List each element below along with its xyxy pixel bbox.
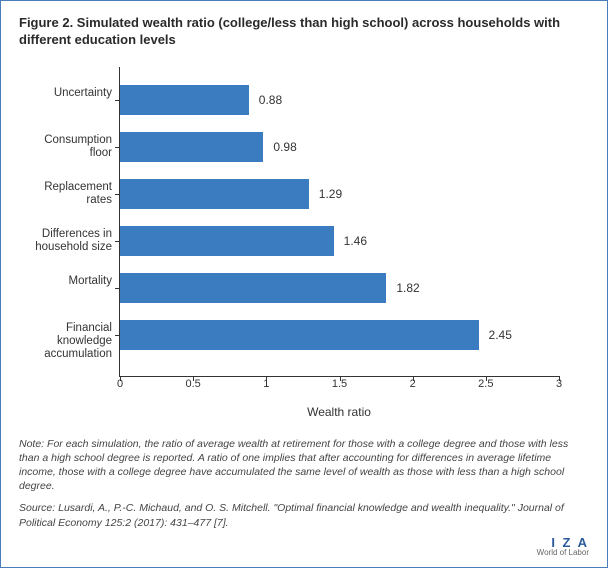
category-label: Differences in household size [20, 228, 112, 254]
source-prefix: Source: [19, 502, 55, 514]
x-axis-label: Wealth ratio [119, 405, 559, 419]
bar-row: 2.45 [120, 320, 559, 350]
source-rest: 125:2 (2017): 431–477 [7]. [102, 517, 229, 529]
category-label: Uncertainty [20, 87, 112, 100]
figure-title: Figure 2. Simulated wealth ratio (colleg… [19, 15, 589, 49]
bar-row: 1.29 [120, 179, 559, 209]
bar-chart: UncertaintyConsumption floorReplacement … [119, 67, 559, 377]
bar-row: 0.88 [120, 85, 559, 115]
bar-value: 1.29 [319, 187, 342, 201]
chart-source: Source: Lusardi, A., P.-C. Michaud, and … [19, 501, 589, 529]
category-label: Financial knowledge accumulation [20, 322, 112, 362]
iza-logo: I Z A World of Labor [537, 536, 589, 557]
bar-value: 1.46 [344, 234, 367, 248]
bar [120, 226, 334, 256]
bar-value: 2.45 [489, 328, 512, 342]
bar-row: 0.98 [120, 132, 559, 162]
bar-row: 1.46 [120, 226, 559, 256]
bar [120, 132, 263, 162]
source-authors: Lusardi, A., P.-C. Michaud, and O. S. Mi… [55, 502, 518, 514]
category-label: Mortality [20, 275, 112, 288]
bar [120, 273, 386, 303]
category-label: Consumption floor [20, 134, 112, 160]
bar-row: 1.82 [120, 273, 559, 303]
wol-text: World of Labor [537, 549, 589, 557]
chart-note: Note: For each simulation, the ratio of … [19, 437, 589, 494]
title-text: Figure 2. Simulated wealth ratio (colleg… [19, 15, 560, 47]
bar-value: 0.88 [259, 93, 282, 107]
y-labels: Uncertainty Consumption floor Replacement … [20, 67, 120, 376]
bar [120, 85, 249, 115]
category-label: Replacement rates [20, 181, 112, 207]
bar [120, 179, 309, 209]
note-text: For each simulation, the ratio of averag… [19, 438, 568, 493]
note-prefix: Note: [19, 438, 44, 450]
bar-value: 0.98 [273, 140, 296, 154]
bar-value: 1.82 [396, 281, 419, 295]
bar [120, 320, 479, 350]
